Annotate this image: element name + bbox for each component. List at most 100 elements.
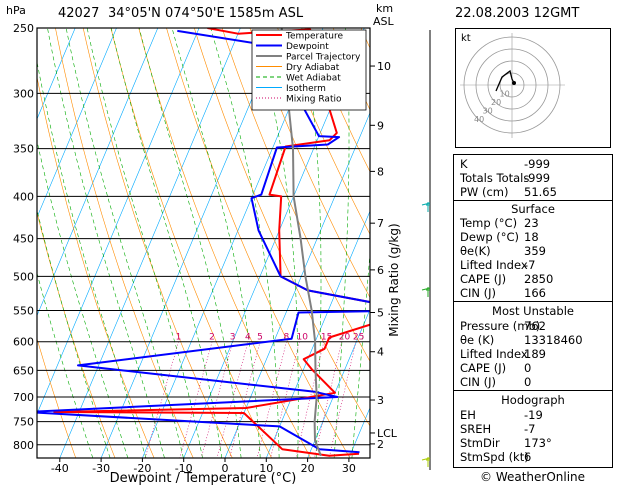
dry-adiabat-line — [37, 75, 155, 458]
surface-label: Temp (°C) — [460, 216, 518, 230]
temperature-tick-label: -30 — [92, 462, 110, 475]
series-dewpoint — [37, 29, 370, 454]
wet-adiabat-line — [37, 139, 129, 458]
dry-adiabat-line — [221, 28, 370, 362]
legend-entry: Temperature — [285, 32, 343, 42]
pressure-tick-label: 600 — [13, 336, 34, 349]
wet-adiabat-line — [37, 60, 147, 458]
wet-adiabat-line — [351, 249, 370, 458]
surface-value: 166 — [524, 286, 546, 300]
pressure-tick-label: 450 — [13, 233, 34, 246]
surface-row: CIN (J) 166 — [454, 286, 612, 300]
mu-row: θe (K) 13318460 — [454, 333, 612, 347]
height-tick-label: 4 — [377, 346, 384, 359]
mu-row: Lifted Index 189 — [454, 347, 612, 361]
right-unit-km: km — [376, 2, 394, 15]
height-tick-label: 3 — [377, 394, 384, 407]
surface-title: Surface — [511, 202, 555, 216]
wind-barb-icon — [421, 457, 431, 467]
mixing-ratio-line — [328, 341, 357, 458]
height-tick-label: 7 — [377, 217, 384, 230]
surface-label: CAPE (J) — [460, 272, 507, 286]
isotherm-line — [37, 28, 159, 317]
mixing-ratio-tick-label: 10 — [297, 333, 309, 343]
wet-adiabat-line — [37, 209, 111, 458]
index-label: K — [460, 157, 468, 171]
pressure-tick-label: 400 — [13, 190, 34, 203]
surface-label: θe(K) — [460, 244, 491, 258]
surface-value: -7 — [524, 258, 536, 272]
hodo-row: EH -19 — [454, 408, 612, 422]
surface-label: Lifted Index — [460, 258, 528, 272]
height-tick-label: 5 — [377, 306, 384, 319]
legend-box — [251, 29, 367, 111]
pressure-tick-label: 800 — [13, 439, 34, 452]
wet-adiabat-line — [86, 28, 203, 458]
x-axis-label: Dewpoint / Temperature (°C) — [110, 471, 297, 486]
divider — [454, 301, 612, 302]
mixing-ratio-tick-label: 25 — [353, 333, 364, 343]
hodograph-ring-label: 10 — [500, 89, 510, 98]
mixing-ratio-tick-label: 15 — [321, 333, 332, 343]
surface-row: θe(K) 359 — [454, 244, 612, 258]
mixing-ratio-axis-label: Mixing Ratio (g/kg) — [387, 223, 401, 336]
surface-value: 23 — [524, 216, 539, 230]
mu-value: 0 — [524, 375, 532, 389]
hodo-row: StmDir 173° — [454, 436, 612, 450]
surface-label: CIN (J) — [460, 286, 497, 300]
index-row: Totals Totals -999 — [454, 171, 612, 185]
wet-adiabat-line — [37, 271, 94, 458]
pressure-tick-label: 300 — [13, 87, 34, 100]
temperature-tick-label: 10 — [259, 462, 273, 475]
datetime-title: 22.08.2003 12GMT — [455, 6, 580, 21]
isotherm-line — [307, 308, 370, 458]
hodo-label: SREH — [460, 422, 492, 436]
hodo-label: EH — [460, 408, 476, 422]
isotherm-line — [224, 111, 370, 458]
mu-value: 0 — [524, 361, 532, 375]
right-unit-asl: ASL — [373, 15, 394, 28]
height-tick-label: 10 — [377, 60, 391, 73]
hodograph-trace — [495, 69, 515, 92]
isotherm-line — [59, 28, 241, 458]
pressure-tick-label: 500 — [13, 270, 34, 283]
series-parcel-trajectory — [280, 28, 322, 457]
dry-adiabat-line — [55, 28, 194, 458]
mu-row: CAPE (J) 0 — [454, 361, 612, 375]
surface-row: Temp (°C) 23 — [454, 216, 612, 230]
mu-value: 762 — [524, 319, 546, 333]
temperature-tick-label: -40 — [51, 462, 69, 475]
wet-adiabat-line — [47, 28, 165, 458]
isotherm-line — [37, 28, 200, 415]
wet-adiabat-line — [254, 28, 299, 458]
temperature-tick-label: 20 — [301, 462, 315, 475]
pressure-tick-label: 550 — [13, 305, 34, 318]
most-unstable-title: Most Unstable — [492, 304, 574, 318]
hodograph-ring-label: 30 — [483, 106, 493, 115]
legend-entry: Mixing Ratio — [286, 95, 342, 105]
wind-barb-icon — [421, 287, 431, 297]
dry-adiabat-line — [611, 28, 629, 458]
mixing-ratio-tick-label: 2 — [209, 333, 215, 343]
hodograph-ring-label: 40 — [474, 115, 484, 124]
isotherm-line — [266, 210, 370, 458]
pressure-tick-label: 350 — [13, 143, 34, 156]
isotherm-line — [37, 28, 117, 219]
hodograph-unit-label: kt — [461, 33, 471, 44]
wet-adiabat-line — [210, 28, 280, 458]
wet-adiabat-line — [65, 28, 184, 458]
hodo-value: -19 — [524, 408, 543, 422]
mixing-ratio-line — [229, 341, 261, 458]
mixing-ratio-tick-label: 5 — [257, 333, 263, 343]
mixing-ratio-tick-label: 3 — [230, 333, 236, 343]
legend-entry: Dewpoint — [286, 42, 329, 52]
height-tick-label: LCL — [377, 427, 398, 440]
surface-row: CAPE (J) 2850 — [454, 272, 612, 286]
index-row: K -999 — [454, 157, 612, 171]
mixing-ratio-line — [256, 341, 287, 458]
mixing-ratio-line — [144, 341, 179, 458]
mixing-ratio-tick-label: 1 — [176, 333, 182, 343]
divider — [454, 200, 612, 201]
hodo-label: StmDir — [460, 436, 500, 450]
storm-motion-marker — [512, 81, 516, 85]
